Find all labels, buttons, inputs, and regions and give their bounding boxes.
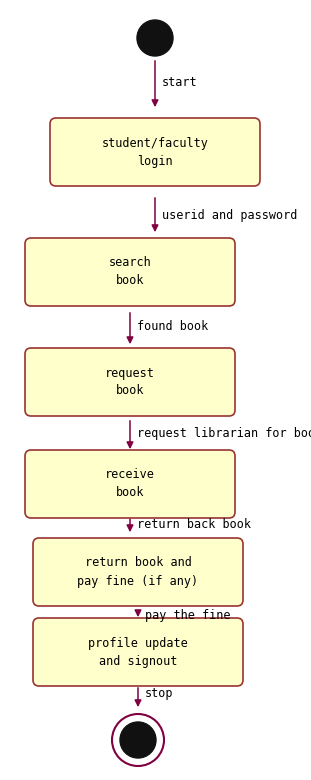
FancyBboxPatch shape (50, 118, 260, 186)
Ellipse shape (120, 722, 156, 758)
Text: stop: stop (145, 686, 174, 700)
FancyBboxPatch shape (25, 238, 235, 306)
Text: profile update
and signout: profile update and signout (88, 636, 188, 668)
Text: start: start (162, 76, 197, 88)
FancyBboxPatch shape (25, 450, 235, 518)
Text: receive
book: receive book (105, 469, 155, 499)
FancyBboxPatch shape (25, 348, 235, 416)
Text: search
book: search book (109, 257, 151, 288)
Text: request librarian for book: request librarian for book (137, 427, 311, 441)
FancyBboxPatch shape (33, 538, 243, 606)
Text: pay the fine: pay the fine (145, 608, 230, 622)
Ellipse shape (112, 714, 164, 766)
Text: request
book: request book (105, 367, 155, 398)
Text: return book and
pay fine (if any): return book and pay fine (if any) (77, 556, 198, 587)
FancyBboxPatch shape (33, 618, 243, 686)
Ellipse shape (137, 20, 173, 56)
Text: student/faculty
login: student/faculty login (102, 136, 208, 168)
Text: return back book: return back book (137, 519, 251, 531)
Text: found book: found book (137, 321, 208, 334)
Text: userid and password: userid and password (162, 208, 297, 222)
